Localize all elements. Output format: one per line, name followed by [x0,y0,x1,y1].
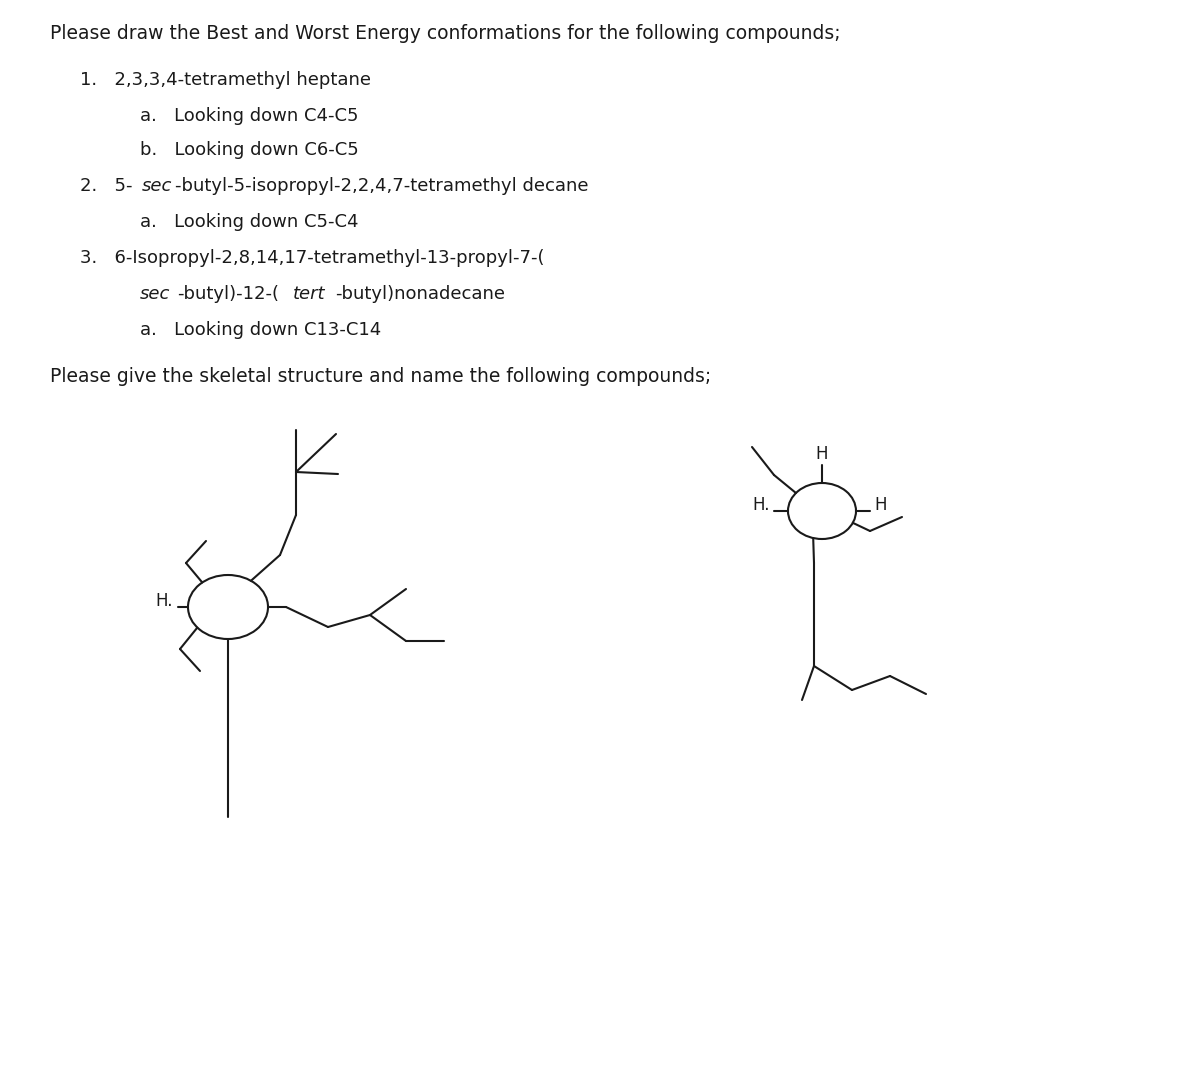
Text: H: H [816,445,828,463]
Text: b.   Looking down C6-C5: b. Looking down C6-C5 [140,141,359,159]
Text: H: H [874,496,887,514]
Text: -butyl)nonadecane: -butyl)nonadecane [335,285,505,303]
Text: tert: tert [293,285,325,303]
Text: H.: H. [752,496,770,514]
Text: 3.   6-Isopropyl-2,8,14,17-tetramethyl-13-propyl-7-(: 3. 6-Isopropyl-2,8,14,17-tetramethyl-13-… [80,249,545,267]
Text: sec: sec [140,285,170,303]
Text: a.   Looking down C13-C14: a. Looking down C13-C14 [140,320,382,339]
Text: 2.   5-: 2. 5- [80,177,132,195]
Text: Please give the skeletal structure and name the following compounds;: Please give the skeletal structure and n… [50,367,712,386]
Text: H.: H. [156,592,173,610]
Text: a.   Looking down C5-C4: a. Looking down C5-C4 [140,213,359,231]
Text: -butyl-5-isopropyl-2,2,4,7-tetramethyl decane: -butyl-5-isopropyl-2,2,4,7-tetramethyl d… [175,177,588,195]
Text: 1.   2,3,3,4-tetramethyl heptane: 1. 2,3,3,4-tetramethyl heptane [80,71,371,88]
Text: -butyl)-12-(: -butyl)-12-( [178,285,278,303]
Text: Please draw the Best and Worst Energy conformations for the following compounds;: Please draw the Best and Worst Energy co… [50,24,841,43]
Text: sec: sec [142,177,172,195]
Text: a.   Looking down C4-C5: a. Looking down C4-C5 [140,107,359,125]
